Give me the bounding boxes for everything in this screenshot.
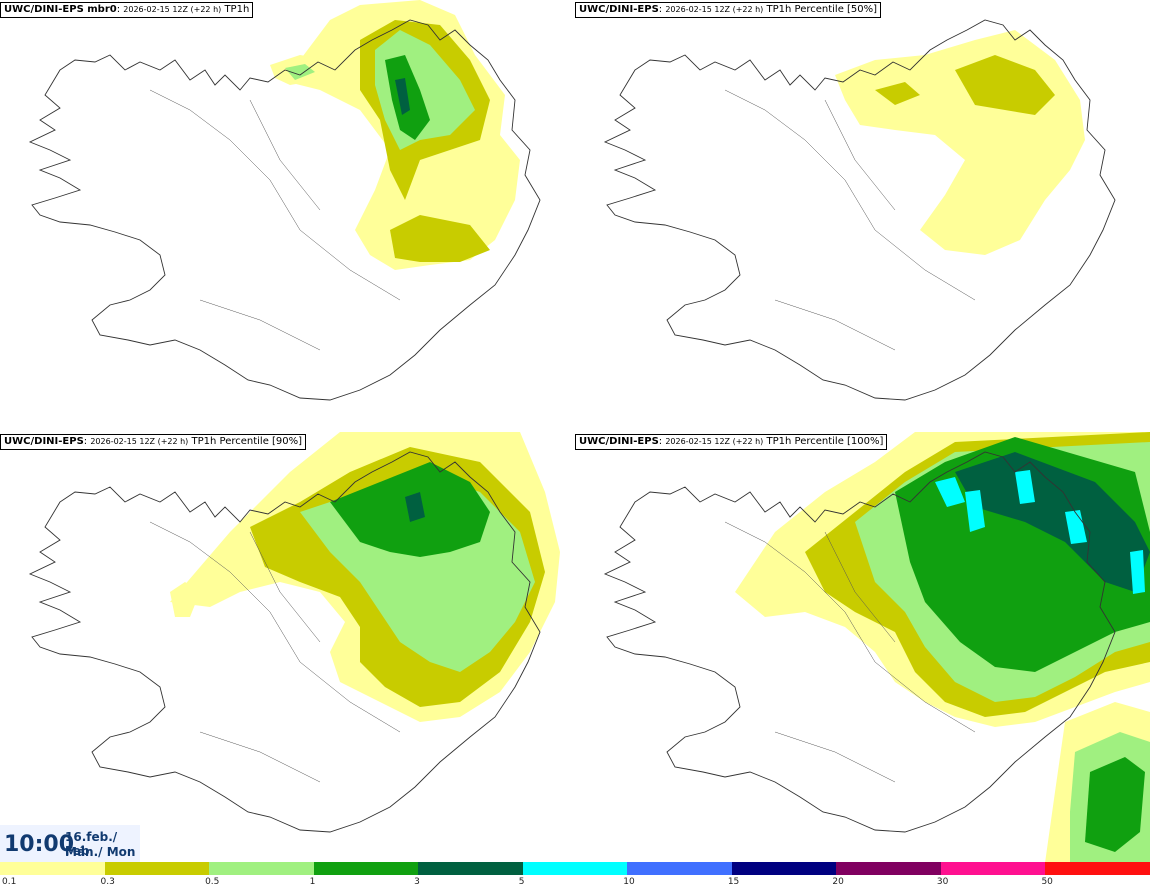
legend-swatch: [731, 862, 838, 875]
legend-tick-label: 0.5: [205, 877, 220, 887]
valid-time-box: 10:00 16.feb./ Feb Mán./ Mon: [0, 825, 140, 862]
panel-title: UWC/DINI-EPS: 2026-02-15 12Z (+22 h) TP1…: [575, 2, 882, 18]
map-panel-p50: UWC/DINI-EPS: 2026-02-15 12Z (+22 h) TP1…: [575, 0, 1150, 431]
legend-tick-label: 0.1: [2, 877, 17, 887]
precip-map: [604, 19, 1116, 401]
legend-swatch: [836, 862, 942, 875]
valid-time: 10:00: [4, 832, 75, 857]
legend-swatch: [0, 862, 106, 875]
panel-title: UWC/DINI-EPS mbr0: 2026-02-15 12Z (+22 h…: [0, 2, 254, 18]
precip-shading: [735, 432, 1150, 863]
legend-swatch: [627, 862, 733, 875]
legend-tick-label: 30: [936, 877, 949, 887]
legend-swatch: [418, 862, 524, 875]
coastline: [604, 451, 1116, 833]
precip-map: [29, 432, 560, 833]
panel-title: UWC/DINI-EPS: 2026-02-15 12Z (+22 h) TP1…: [0, 434, 307, 450]
coastline: [29, 451, 541, 833]
valid-date: 16.feb./ Feb: [65, 830, 118, 858]
precip-shading: [170, 432, 560, 722]
coastline: [29, 19, 541, 401]
precip-map: [604, 432, 1150, 863]
map-panel-p100: UWC/DINI-EPS: 2026-02-15 12Z (+22 h) TP1…: [575, 432, 1150, 863]
precip-map: [29, 0, 541, 401]
legend-swatch: [209, 862, 315, 875]
legend-tick-label: 5: [518, 877, 525, 887]
legend-tick-label: 3: [414, 877, 420, 887]
legend-swatch: [313, 862, 420, 875]
map-panel-mbr0: UWC/DINI-EPS mbr0: 2026-02-15 12Z (+22 h…: [0, 0, 575, 431]
legend-tick-label: 10: [623, 877, 635, 887]
legend-swatch: [1045, 862, 1150, 875]
legend-swatch: [940, 862, 1047, 875]
panel-title: UWC/DINI-EPS: 2026-02-15 12Z (+22 h) TP1…: [575, 434, 888, 450]
legend-tick-label: 0.3: [100, 877, 115, 887]
precip-shading: [835, 30, 1085, 255]
legend-swatch: [522, 862, 629, 875]
legend-tick-label: 20: [832, 877, 844, 887]
legend-tick-label: 1: [309, 877, 316, 887]
legend-swatch: [104, 862, 211, 875]
color-legend: 0.1 0.3 0.5 1 3 5 10 15 20 30 50: [0, 862, 1150, 891]
valid-weekday: Mán./ Mon: [65, 845, 136, 859]
precip-shading: [270, 0, 520, 270]
map-panel-p90: UWC/DINI-EPS: 2026-02-15 12Z (+22 h) TP1…: [0, 432, 575, 863]
legend-tick-label: 50: [1041, 877, 1053, 887]
legend-tick-label: 15: [727, 877, 740, 887]
coastline: [604, 19, 1116, 401]
